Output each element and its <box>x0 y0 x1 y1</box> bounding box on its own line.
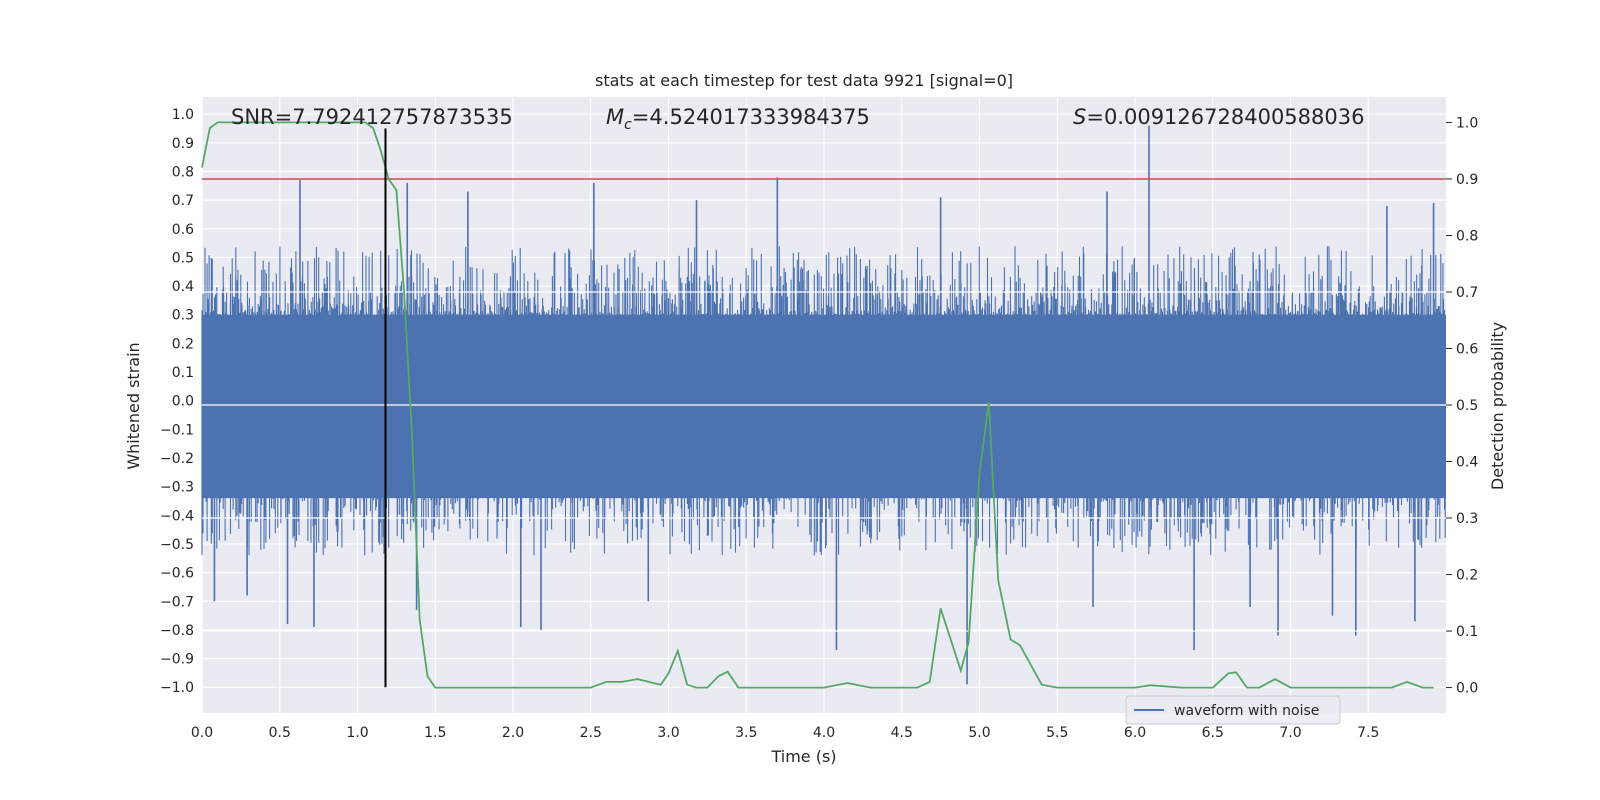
mc-subscript: c <box>624 117 632 133</box>
x-tick-label: 6.5 <box>1202 725 1224 741</box>
x-tick-label: 4.5 <box>891 725 913 741</box>
y-tick-label: 0.5 <box>172 250 194 266</box>
y-tick-label: −0.8 <box>160 623 194 639</box>
y-tick-label: −0.3 <box>160 480 194 496</box>
y2-tick-label: 1.0 <box>1456 115 1478 131</box>
mc-symbol: M <box>606 105 624 129</box>
s-value: =0.009126728400588036 <box>1086 105 1364 129</box>
y2-tick-label: 0.2 <box>1456 568 1478 584</box>
x-tick-label: 5.0 <box>968 725 990 741</box>
chart-title: stats at each timestep for test data 992… <box>595 71 1013 90</box>
y-tick-label: 0.3 <box>172 308 194 324</box>
y-tick-label: 0.2 <box>172 336 194 352</box>
x-tick-label: 1.5 <box>424 725 446 741</box>
y-tick-label: 0.4 <box>172 279 194 295</box>
s-symbol: S <box>1073 105 1086 129</box>
mc-annotation: Mc=4.524017333984375 <box>606 105 870 133</box>
y-tick-label: 0.8 <box>172 164 194 180</box>
y2-tick-label: 0.1 <box>1456 624 1478 640</box>
snr-annotation: SNR=7.792412757873535 <box>231 105 513 129</box>
y-tick-label: 0.6 <box>172 222 194 238</box>
x-tick-label: 1.0 <box>346 725 368 741</box>
waveform-with-noise-series <box>201 125 1446 685</box>
x-tick-label: 0.5 <box>269 725 291 741</box>
x-tick-label: 3.5 <box>735 725 757 741</box>
grid-overlay <box>202 291 1446 632</box>
legend-label-waveform: waveform with noise <box>1174 703 1319 719</box>
legend: waveform with noise <box>1125 695 1341 725</box>
x-tick-label: 0.0 <box>191 725 213 741</box>
y-ticks: 1.0 0.9 0.8 0.7 0.6 0.5 0.4 0.3 0.2 0.1 0.0 −0.1 −0.… <box>160 107 194 696</box>
y-tick-label: 0.0 <box>172 394 194 410</box>
x-tick-label: 7.0 <box>1279 725 1301 741</box>
y-tick-label: −0.6 <box>160 566 194 582</box>
s-annotation: S=0.009126728400588036 <box>1073 105 1364 129</box>
y2-tick-label: 0.8 <box>1456 228 1478 244</box>
y-axis-label: Whitened strain <box>124 342 143 469</box>
y2-tick-label: 0.5 <box>1456 398 1478 414</box>
y-tick-label: −0.2 <box>160 451 194 467</box>
y2-tick-label: 0.3 <box>1456 511 1478 527</box>
y-tick-label: 1.0 <box>172 107 194 123</box>
y-tick-label: 0.1 <box>172 365 194 381</box>
y-tick-label: −1.0 <box>160 680 194 696</box>
detection-probability-series <box>201 121 1434 689</box>
y-tick-label: −0.1 <box>160 422 194 438</box>
y2-tick-label: 0.6 <box>1456 341 1478 357</box>
y2-ticks: 1.0 0.9 0.8 0.7 0.6 0.5 0.4 0.3 0.2 0.1 0.0 <box>1446 115 1478 697</box>
y2-tick-label: 0.9 <box>1456 172 1478 188</box>
y-tick-label: −0.5 <box>160 537 194 553</box>
x-tick-label: 2.5 <box>580 725 602 741</box>
y-tick-label: 0.7 <box>172 193 194 209</box>
y2-tick-label: 0.4 <box>1456 455 1478 471</box>
y2-tick-label: 0.7 <box>1456 285 1478 301</box>
y-tick-label: 0.9 <box>172 136 194 152</box>
waveform-noise <box>201 246 1446 556</box>
y-tick-label: −0.9 <box>160 652 194 668</box>
x-tick-label: 3.0 <box>657 725 679 741</box>
y-tick-label: −0.7 <box>160 594 194 610</box>
x-tick-label: 5.5 <box>1046 725 1068 741</box>
x-tick-label: 2.0 <box>502 725 524 741</box>
y-tick-label: −0.4 <box>160 508 194 524</box>
y2-tick-label: 0.0 <box>1456 681 1478 697</box>
mc-value: =4.524017333984375 <box>632 105 870 129</box>
x-tick-label: 7.5 <box>1357 725 1379 741</box>
y2-axis-label: Detection probability <box>1488 322 1507 490</box>
x-axis-label: Time (s) <box>770 747 836 766</box>
x-tick-label: 4.0 <box>813 725 835 741</box>
x-tick-label: 6.0 <box>1124 725 1146 741</box>
x-ticks: 0.0 0.5 1.0 1.5 2.0 2.5 3.0 3.5 4.0 4.5 5.0 5.5 6.0 6… <box>191 725 1380 741</box>
